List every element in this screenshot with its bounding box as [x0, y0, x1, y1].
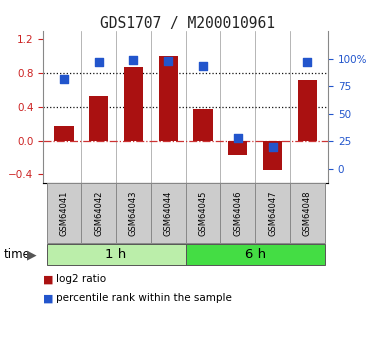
Bar: [194, 109, 213, 141]
Bar: [186, 183, 220, 243]
Bar: [46, 183, 81, 243]
Text: ▶: ▶: [27, 248, 37, 261]
Text: GSM64042: GSM64042: [94, 190, 103, 236]
Bar: [220, 183, 255, 243]
Text: GSM64044: GSM64044: [164, 190, 173, 236]
Text: GSM64046: GSM64046: [233, 190, 242, 236]
Bar: [263, 141, 282, 170]
Bar: [159, 56, 178, 141]
Text: GSM64048: GSM64048: [303, 190, 312, 236]
Point: [200, 63, 206, 69]
Text: 6 h: 6 h: [244, 248, 266, 261]
Bar: [116, 183, 151, 243]
Text: ■: ■: [43, 275, 54, 284]
Point: [270, 144, 276, 150]
Point: [96, 59, 102, 65]
Text: ■: ■: [43, 294, 54, 303]
Point: [165, 58, 171, 63]
Bar: [186, 244, 325, 265]
Text: percentile rank within the sample: percentile rank within the sample: [56, 294, 232, 303]
Bar: [290, 183, 325, 243]
Bar: [151, 183, 186, 243]
Bar: [54, 126, 74, 141]
Bar: [89, 96, 108, 141]
Text: log2 ratio: log2 ratio: [56, 275, 106, 284]
Bar: [81, 183, 116, 243]
Text: GSM64045: GSM64045: [198, 190, 207, 236]
Point: [130, 57, 136, 62]
Bar: [255, 183, 290, 243]
Text: 1 h: 1 h: [105, 248, 127, 261]
Text: GSM64041: GSM64041: [60, 190, 69, 236]
Point: [304, 59, 310, 65]
Bar: [298, 80, 317, 141]
Text: GSM64043: GSM64043: [129, 190, 138, 236]
Bar: [124, 67, 143, 141]
Text: GSM64047: GSM64047: [268, 190, 277, 236]
Bar: [228, 141, 248, 155]
Point: [61, 76, 67, 81]
Text: GDS1707 / M200010961: GDS1707 / M200010961: [100, 16, 275, 30]
Bar: [46, 244, 186, 265]
Text: time: time: [4, 248, 31, 261]
Point: [235, 135, 241, 141]
